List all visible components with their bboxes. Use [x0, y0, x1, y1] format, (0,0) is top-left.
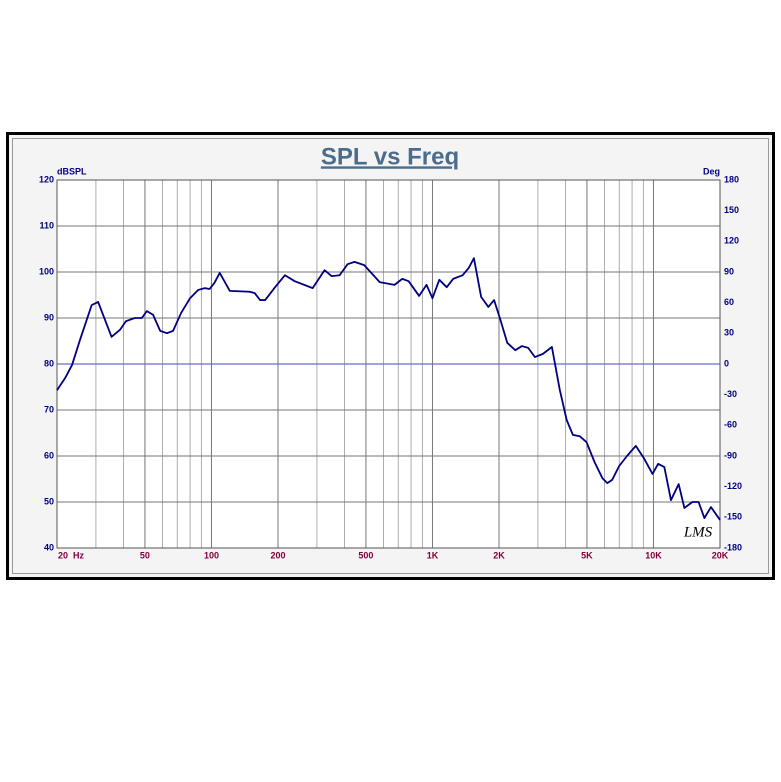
- x-tick-label: 500: [358, 550, 373, 560]
- x-tick-label: 20K: [712, 550, 729, 560]
- y2-tick-label: 120: [724, 236, 739, 246]
- y2-tick-label: -60: [724, 420, 737, 430]
- y-tick-label: 120: [39, 174, 54, 184]
- y2-tick-label: 150: [724, 205, 739, 215]
- x-tick-label: 10K: [645, 550, 662, 560]
- y2-tick-label: 180: [724, 174, 739, 184]
- y-tick-label: 50: [44, 496, 54, 506]
- y-tick-label: 100: [39, 266, 54, 276]
- y2-tick-label: -90: [724, 450, 737, 460]
- x-tick-label: 5K: [581, 550, 593, 560]
- y2-axis-label: Deg: [703, 166, 720, 176]
- y2-tick-label: 30: [724, 328, 734, 338]
- annotation: LMS: [683, 524, 713, 540]
- y2-tick-label: -180: [724, 542, 742, 552]
- y2-tick-label: -120: [724, 481, 742, 491]
- y2-tick-label: 60: [724, 297, 734, 307]
- y2-tick-label: 0: [724, 358, 729, 368]
- y-axis-label: dBSPL: [57, 166, 87, 176]
- y-tick-label: 80: [44, 358, 54, 368]
- x-tick-label: 50: [140, 550, 150, 560]
- y2-tick-label: -150: [724, 512, 742, 522]
- y2-tick-label: -30: [724, 389, 737, 399]
- y-tick-label: 40: [44, 542, 54, 552]
- y-tick-label: 60: [44, 450, 54, 460]
- plot-border: [56, 179, 721, 549]
- data-line: [56, 257, 721, 521]
- x-tick-label: 200: [270, 550, 285, 560]
- inner-frame: [12, 138, 769, 574]
- x-tick-label: 100: [204, 550, 219, 560]
- y-tick-label: 70: [44, 404, 54, 414]
- y-tick-label: 110: [39, 220, 54, 230]
- x-tick-label: 2K: [493, 550, 505, 560]
- x-tick-label: 20 Hz: [58, 550, 85, 560]
- y2-tick-label: 90: [724, 266, 734, 276]
- x-tick-label: 1K: [427, 550, 439, 560]
- chart-title: SPL vs Freq: [321, 143, 459, 170]
- y-tick-label: 90: [44, 312, 54, 322]
